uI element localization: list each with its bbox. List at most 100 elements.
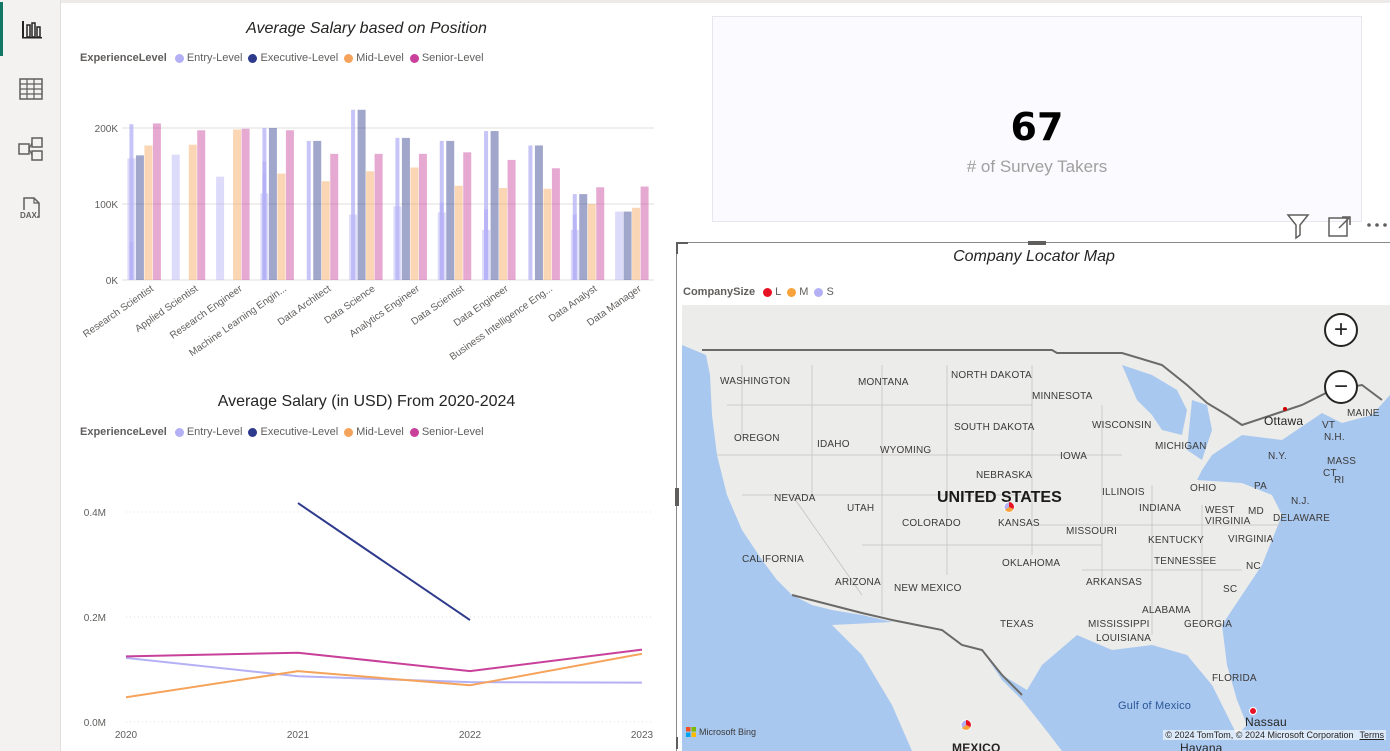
more-options-icon[interactable]	[1366, 220, 1390, 230]
bar[interactable]	[357, 109, 366, 280]
bar[interactable]	[330, 153, 339, 280]
bar[interactable]	[615, 211, 624, 280]
map-label: OKLAHOMA	[1002, 558, 1061, 569]
terms-link[interactable]: Terms	[1359, 730, 1385, 740]
bar[interactable]	[579, 194, 588, 280]
model-view-icon[interactable]	[0, 122, 61, 176]
filter-icon[interactable]	[1286, 212, 1310, 252]
bar[interactable]	[439, 140, 444, 280]
bar[interactable]	[499, 188, 508, 280]
bar[interactable]	[446, 140, 455, 280]
resize-handle[interactable]	[676, 242, 688, 244]
x-tick-label: 2023	[631, 730, 654, 741]
bar[interactable]	[171, 154, 180, 280]
bar[interactable]	[262, 173, 267, 280]
legend-dot	[248, 427, 258, 437]
zoom-in-button[interactable]: +	[1324, 313, 1358, 347]
bar[interactable]	[418, 153, 427, 280]
series-line[interactable]	[125, 652, 643, 699]
bar[interactable]	[216, 176, 225, 280]
legend-label: Entry-Level	[186, 426, 243, 438]
bar[interactable]	[551, 168, 560, 280]
legend-item[interactable]: Mid-Level	[344, 426, 404, 438]
bar[interactable]	[129, 124, 134, 280]
bar[interactable]	[152, 123, 161, 280]
x-tick-label: Research Scientist	[81, 283, 156, 340]
legend-item[interactable]: L	[763, 286, 781, 298]
bar[interactable]	[401, 137, 410, 280]
resize-handle[interactable]	[676, 737, 678, 749]
map-label: WEST VIRGINIA	[1205, 505, 1251, 527]
series-line[interactable]	[297, 502, 471, 621]
table-view-icon[interactable]	[0, 62, 61, 116]
legend-item[interactable]: Executive-Level	[248, 52, 338, 64]
map-marker-icon[interactable]	[1002, 500, 1016, 514]
bing-logo: Microsoft Bing	[686, 727, 756, 737]
survey-count-card[interactable]: 67 # of Survey Takers	[712, 16, 1362, 222]
bar[interactable]	[623, 211, 632, 280]
bar[interactable]	[410, 167, 419, 280]
map-label: KANSAS	[998, 518, 1040, 529]
bar[interactable]	[144, 145, 153, 280]
bar[interactable]	[395, 137, 400, 280]
bar[interactable]	[587, 204, 596, 280]
legend-item[interactable]: Senior-Level	[409, 52, 484, 64]
map-label: NEVADA	[774, 493, 816, 504]
map-legend: CompanySize L M S	[683, 286, 834, 298]
bar[interactable]	[596, 187, 605, 280]
legend-item[interactable]: Entry-Level	[174, 52, 242, 64]
bar[interactable]	[268, 128, 277, 280]
canvas-top-border	[61, 0, 1390, 3]
bar[interactable]	[313, 140, 322, 280]
bar[interactable]	[135, 155, 144, 280]
zoom-out-button[interactable]: −	[1324, 370, 1358, 404]
bar[interactable]	[572, 194, 577, 280]
bar[interactable]	[351, 109, 356, 280]
legend-item[interactable]: S	[814, 286, 834, 298]
bar[interactable]	[528, 145, 533, 280]
map-marker-icon[interactable]	[959, 718, 973, 732]
bar[interactable]	[484, 131, 489, 280]
bar[interactable]	[490, 131, 499, 280]
bar[interactable]	[241, 128, 250, 280]
legend-item[interactable]: Senior-Level	[409, 426, 484, 438]
bar[interactable]	[507, 159, 516, 280]
map-label: WASHINGTON	[720, 376, 791, 387]
bar[interactable]	[366, 171, 375, 280]
bar[interactable]	[534, 145, 543, 280]
bar[interactable]	[277, 173, 286, 280]
bar[interactable]	[463, 152, 472, 280]
map-marker-icon[interactable]	[1248, 706, 1258, 716]
bar[interactable]	[129, 242, 134, 280]
bar[interactable]	[306, 140, 311, 280]
resize-handle[interactable]	[1028, 241, 1046, 245]
map-label: FLORIDA	[1212, 673, 1257, 684]
bar[interactable]	[374, 153, 383, 280]
bar[interactable]	[632, 207, 641, 280]
line-chart-visual[interactable]: Average Salary (in USD) From 2020-2024 E…	[70, 385, 670, 751]
legend-item[interactable]: Entry-Level	[174, 426, 243, 438]
legend-item[interactable]: Executive-Level	[248, 426, 338, 438]
map-label: COLORADO	[902, 518, 961, 529]
map-label: Gulf of Mexico	[1118, 700, 1192, 712]
bar[interactable]	[197, 130, 206, 280]
bar[interactable]	[543, 188, 552, 280]
map-label: N.J.	[1291, 496, 1310, 507]
bar-chart-visual[interactable]: Average Salary based on Position Experie…	[70, 10, 670, 380]
bar[interactable]	[321, 181, 330, 280]
series-line[interactable]	[125, 648, 643, 673]
map-canvas[interactable]: WASHINGTON MONTANA NORTH DAKOTA MINNESOT…	[682, 305, 1390, 751]
focus-mode-icon[interactable]	[1327, 214, 1353, 240]
resize-handle[interactable]	[676, 242, 678, 254]
resize-handle[interactable]	[675, 488, 679, 506]
legend-item[interactable]: M	[787, 286, 808, 298]
bar[interactable]	[640, 186, 649, 280]
bar[interactable]	[233, 129, 242, 280]
report-view-icon[interactable]	[0, 2, 61, 56]
legend-item[interactable]: Mid-Level	[344, 52, 404, 64]
bar[interactable]	[454, 185, 463, 280]
view-rail: DAX	[0, 0, 61, 751]
dax-query-icon[interactable]: DAX	[0, 182, 61, 236]
bar[interactable]	[285, 130, 294, 280]
bar[interactable]	[188, 144, 197, 280]
